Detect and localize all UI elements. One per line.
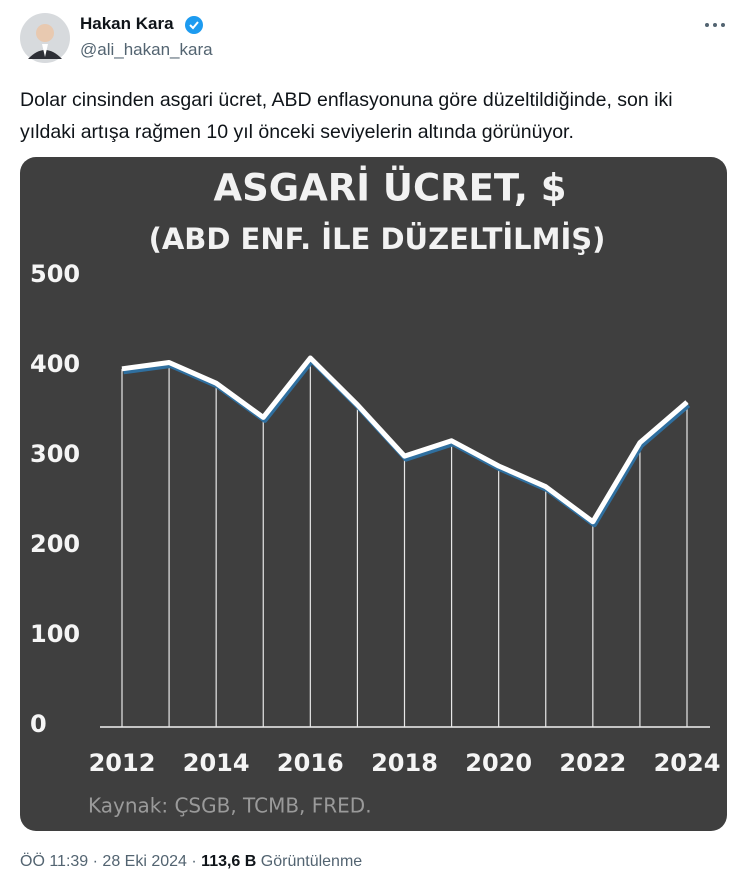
view-count: 113,6 B <box>201 853 257 870</box>
chart-title: ASGARİ ÜCRET, $ <box>213 166 566 210</box>
x-tick-label: 2012 <box>89 749 156 777</box>
tweet-footer: ÖÖ 11:39 · 28 Eki 2024 · 113,6 B Görüntü… <box>20 853 362 871</box>
x-tick-label: 2020 <box>465 749 532 777</box>
x-tick-label: 2018 <box>371 749 438 777</box>
author-name[interactable]: Hakan Kara <box>80 14 174 33</box>
chart-source: Kaynak: ÇSGB, TCMB, FRED. <box>88 794 372 818</box>
author-handle[interactable]: @ali_hakan_kara <box>80 40 213 59</box>
x-tick-label: 2016 <box>277 749 344 777</box>
time[interactable]: ÖÖ 11:39 <box>20 853 89 870</box>
y-tick-label: 0 <box>30 710 47 738</box>
date[interactable]: 28 Eki 2024 <box>102 853 187 870</box>
chart-image[interactable]: ASGARİ ÜCRET, $ (ABD ENF. İLE DÜZELTİLMİ… <box>20 157 727 831</box>
data-line <box>121 355 689 525</box>
y-tick-label: 100 <box>30 620 80 648</box>
y-tick-label: 500 <box>30 260 80 288</box>
more-menu[interactable] <box>704 20 726 30</box>
y-tick-label: 200 <box>30 530 80 558</box>
chart: ASGARİ ÜCRET, $ (ABD ENF. İLE DÜZELTİLMİ… <box>30 166 721 818</box>
views-label: Görüntülenme <box>260 853 363 870</box>
x-tick-label: 2022 <box>559 749 626 777</box>
x-tick-label: 2024 <box>654 749 721 777</box>
verified-badge <box>185 16 203 34</box>
chart-subtitle: (ABD ENF. İLE DÜZELTİLMİŞ) <box>149 222 606 256</box>
x-tick-label: 2014 <box>183 749 250 777</box>
separator: · <box>191 853 197 870</box>
avatar[interactable] <box>20 13 70 63</box>
tweet-text: Dolar cinsinden asgari ücret, ABD enflas… <box>20 89 673 143</box>
y-tick-label: 400 <box>30 350 80 378</box>
separator: · <box>92 853 98 870</box>
y-tick-label: 300 <box>30 440 80 468</box>
